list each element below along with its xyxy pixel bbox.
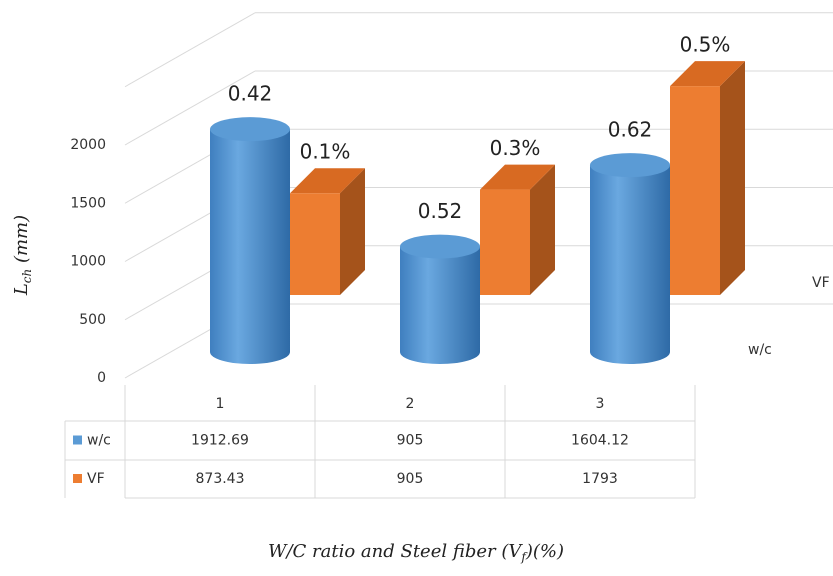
bar-top (590, 153, 670, 178)
bar-side (720, 61, 745, 295)
y-axis-title-base: L (11, 283, 32, 296)
data-label: 0.3% (490, 136, 541, 160)
bar-body (210, 129, 290, 364)
bar-body (590, 165, 670, 364)
data-label: 0.52 (418, 199, 463, 223)
depth-label: VF (812, 275, 830, 291)
y-axis-title-sub: ch (20, 269, 34, 283)
table-cell: 905 (397, 471, 424, 487)
y-tick-label: 0 (97, 370, 106, 386)
bar-top (290, 168, 365, 194)
table-cell: 1912.69 (191, 433, 249, 449)
legend-label: VF (87, 471, 105, 487)
x-axis-title: W/C ratio and Steel fiber (Vf)(%) (268, 541, 564, 564)
x-axis-title-suffix: )(%) (525, 541, 564, 562)
bar (210, 117, 290, 364)
y-tick-label: 1500 (70, 195, 106, 211)
table-cell: 1604.12 (571, 433, 629, 449)
table-cell: 905 (397, 433, 424, 449)
bar-front (290, 193, 340, 295)
data-label: 0.1% (300, 140, 351, 164)
y-axis-title-suffix: (mm) (11, 215, 32, 269)
x-axis-title-sub: f (520, 550, 528, 564)
bar-top (480, 164, 555, 190)
table-cell: 873.43 (196, 471, 245, 487)
bar-side (340, 168, 365, 295)
x-axis-title-prefix: W/C ratio and Steel fiber (V (268, 541, 523, 562)
data-label: 0.62 (608, 118, 653, 142)
data-label: 0.42 (228, 82, 273, 106)
bar-side (530, 164, 555, 295)
bar-front (480, 189, 530, 295)
bar-body (400, 246, 480, 364)
legend-swatch (73, 435, 82, 445)
legend-swatch (73, 474, 82, 483)
bar (400, 234, 480, 364)
bar-top (400, 234, 480, 259)
grid-line (124, 70, 256, 146)
x-tick-label: 2 (406, 396, 415, 412)
legend-label: w/c (87, 433, 111, 449)
bar-top (210, 117, 290, 142)
grid-line (124, 12, 256, 88)
y-axis-title: Lch (mm) (11, 215, 34, 296)
y-tick-label: 500 (79, 312, 106, 328)
x-tick-label: 3 (596, 396, 605, 412)
table-cell: 1793 (582, 471, 618, 487)
y-tick-label: 2000 (70, 137, 106, 153)
x-tick-label: 1 (216, 396, 225, 412)
bar (290, 168, 365, 295)
depth-label: w/c (748, 342, 772, 358)
data-label: 0.5% (680, 33, 731, 57)
y-tick-label: 1000 (70, 254, 106, 270)
bar-front (670, 86, 720, 295)
bar-top (670, 61, 745, 87)
bar (590, 153, 670, 364)
bar (670, 61, 745, 295)
bar (480, 164, 555, 295)
